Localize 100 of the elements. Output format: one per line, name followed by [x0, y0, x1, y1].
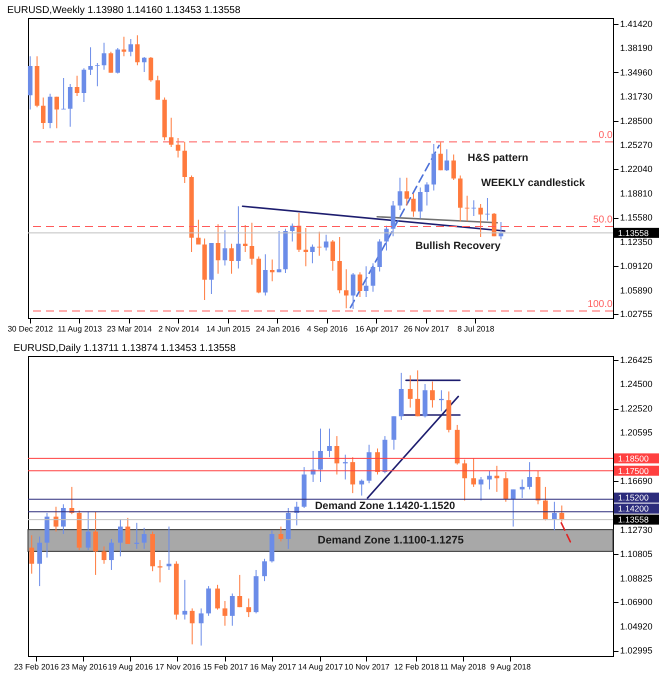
candlestick — [222, 600, 228, 626]
y-tick-label: 1.09120 — [620, 261, 653, 272]
candlestick — [364, 266, 368, 298]
y-tick-label: 1.34960 — [620, 67, 653, 78]
x-tick-label: 11 May 2018 — [440, 662, 486, 672]
candlestick — [408, 374, 413, 408]
candlestick — [444, 148, 450, 172]
candlestick — [262, 558, 267, 582]
x-tick-label: 23 Feb 2016 — [14, 662, 60, 672]
x-tick-label: 30 Dec 2012 — [8, 324, 54, 334]
candlestick — [216, 224, 220, 274]
candlestick — [237, 574, 242, 608]
candlestick — [155, 75, 160, 100]
annotation: 100.0 — [588, 299, 613, 310]
ref-line-label: 1.13558 — [618, 228, 649, 238]
candlestick — [102, 546, 106, 564]
x-tick-label: 23 Mar 2014 — [106, 324, 152, 334]
candlestick — [344, 268, 349, 309]
candlestick — [246, 598, 252, 618]
y-tick-label: 1.22520 — [620, 404, 653, 414]
candlestick — [168, 117, 174, 148]
candlestick — [527, 462, 532, 490]
candlestick — [478, 476, 484, 502]
candlestick — [520, 478, 525, 499]
candlestick — [370, 262, 376, 292]
x-tick-label: 14 Aug 2017 — [298, 662, 344, 672]
candlestick — [350, 272, 356, 310]
candlestick — [134, 522, 140, 550]
candlestick — [451, 154, 456, 180]
candlestick — [430, 381, 435, 408]
ref-line-label: 1.14200 — [618, 504, 649, 514]
chart-title: EURUSD,Weekly 1.13980 1.14160 1.13453 1.13558 — [7, 5, 241, 16]
ref-line-label: 1.13558 — [618, 514, 649, 525]
candlestick — [74, 75, 80, 96]
y-tick-label: 1.24500 — [620, 379, 653, 390]
y-tick-label: 1.38190 — [620, 43, 653, 54]
y-tick-label: 1.20595 — [620, 427, 653, 438]
candlestick — [198, 608, 204, 646]
candlestick — [384, 225, 389, 251]
candlestick — [471, 458, 476, 488]
candlestick — [276, 230, 282, 273]
y-tick-label: 1.06900 — [620, 597, 653, 608]
candlestick — [358, 272, 362, 298]
candlestick — [40, 97, 46, 130]
candlestick — [342, 454, 348, 480]
candlestick — [478, 204, 483, 238]
candlestick — [60, 504, 66, 535]
candlestick — [327, 428, 332, 458]
candlestick — [543, 486, 548, 521]
annotation: 0.0 — [598, 130, 613, 141]
candlestick — [318, 428, 323, 482]
y-tick-label: 1.02755 — [620, 308, 653, 319]
y-tick-label: 1.12350 — [620, 236, 653, 247]
annotation: Bullish Recovery — [415, 240, 501, 252]
candlestick — [536, 470, 540, 505]
x-tick-label: 15 Feb 2017 — [202, 662, 248, 672]
x-tick-label: 23 May 2016 — [60, 662, 108, 672]
candlestick — [330, 240, 336, 272]
x-tick-label: 10 Nov 2017 — [344, 662, 390, 672]
x-tick-label: 2 Nov 2014 — [158, 324, 200, 334]
candlestick — [278, 526, 284, 542]
candlestick — [115, 48, 120, 74]
y-tick-label: 1.41420 — [620, 18, 653, 29]
ref-line-label: 1.15200 — [618, 492, 649, 503]
x-tick-label: 11 Aug 2013 — [58, 324, 102, 334]
candlestick — [359, 478, 364, 496]
x-tick-label: 16 May 2017 — [250, 662, 297, 672]
candlestick — [230, 593, 235, 626]
candlestick — [559, 505, 564, 522]
y-tick-label: 1.10805 — [620, 548, 653, 559]
candlestick — [418, 187, 423, 219]
y-tick-label: 1.05890 — [620, 285, 653, 296]
annotation: WEEKLY candlestick — [481, 177, 586, 189]
candlestick — [350, 456, 356, 494]
candlestick — [296, 212, 302, 252]
candlestick — [148, 56, 154, 82]
candlestick — [128, 38, 134, 57]
y-tick-label: 1.15580 — [620, 212, 653, 223]
candlestick — [310, 244, 315, 264]
y-tick-label: 1.22040 — [620, 164, 653, 174]
candlestick — [122, 36, 126, 57]
candlestick — [390, 200, 396, 237]
y-tick-label: 1.02995 — [620, 646, 653, 656]
y-tick-label: 1.12730 — [620, 524, 653, 535]
candlestick — [462, 459, 468, 502]
y-tick-label: 1.16690 — [620, 476, 653, 486]
candlestick — [391, 416, 396, 450]
candlestick — [215, 584, 220, 610]
candlestick — [108, 51, 114, 74]
annotation: H&S pattern — [468, 152, 528, 164]
candlestick — [54, 506, 58, 532]
candlestick — [125, 517, 130, 544]
x-tick-label: 9 Aug 2018 — [490, 662, 532, 672]
candlestick — [229, 243, 234, 274]
candlestick — [82, 68, 86, 102]
ref-line-label: 1.17500 — [618, 466, 649, 476]
x-tick-label: 4 Sep 2016 — [306, 324, 348, 334]
candlestick — [334, 436, 340, 476]
candlestick — [250, 222, 254, 266]
y-tick-label: 1.25270 — [620, 140, 653, 150]
